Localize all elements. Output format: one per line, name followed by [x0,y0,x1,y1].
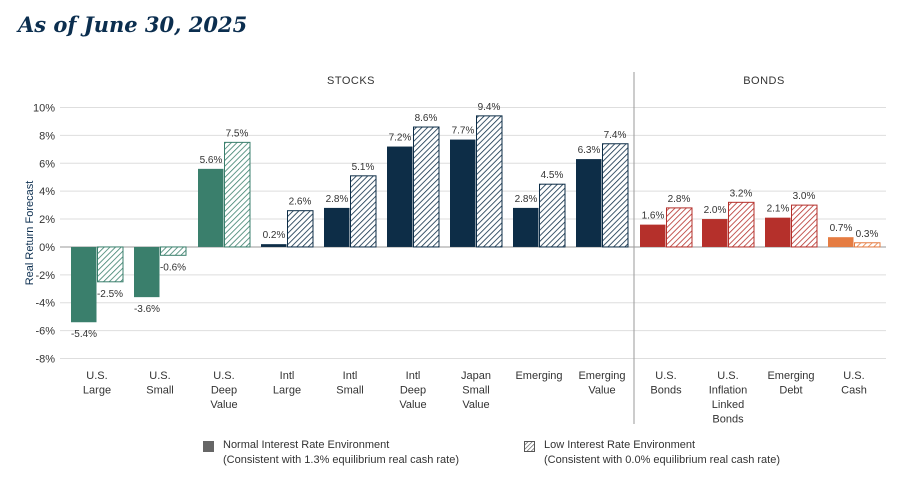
data-label-normal: 0.2% [263,230,286,241]
bar-low [350,175,377,248]
bar-normal [71,246,97,323]
data-label-low: -0.6% [160,262,186,273]
data-label-normal: 0.7% [830,223,853,234]
y-tick-label: 2% [39,214,55,226]
data-labels: -5.4% -2.5% -3.6% -0.6% 5.6% 7.5% 0.2% 2.6% 2.8%… [71,102,879,340]
bar-low [854,242,881,248]
group-label-bonds: BONDS [743,75,785,87]
bar-normal [324,207,350,247]
category-label: U.S. Inflation Linked Bonds [709,370,748,426]
y-tick-label: 8% [39,130,55,142]
legend-low-label: Low Interest Rate Environment [544,439,696,451]
bar-normal [513,207,539,247]
bar-low [413,126,440,248]
y-axis: 10% 8% 6% 4% 2% 0% -2% -4% -6% -8% Real Return For… [24,75,785,366]
category-label: Intl Small [336,370,364,397]
data-label-normal: 2.8% [326,194,349,205]
data-label-normal: 7.2% [389,133,412,144]
y-axis-title: Real Return Forecast [24,181,36,286]
data-label-normal: -3.6% [134,304,160,315]
data-label-low: 5.1% [352,162,375,173]
bar-normal [640,224,666,247]
data-label-low: 7.5% [226,128,249,139]
category-label: U.S. Bonds [650,370,682,397]
bars [71,115,881,323]
data-label-normal: 2.1% [767,204,790,215]
data-label-normal: 6.3% [578,145,601,156]
y-tick-label: 4% [39,186,55,198]
bar-normal [198,168,224,247]
bar-low [476,115,503,248]
bar-low [539,183,566,248]
category-label: Japan Small Value [461,370,491,411]
category-label: Emerging Debt [767,370,814,397]
data-label-low: 4.5% [541,170,564,181]
bar-low [666,207,693,248]
bar-normal [702,219,728,247]
category-label: U.S. Large [83,370,111,397]
bar-low [602,143,629,248]
bar-normal [261,244,287,247]
category-label: U.S. Cash [841,370,867,397]
bar-low [97,246,124,283]
y-tick-label: 10% [33,103,55,115]
legend-normal-label: Normal Interest Rate Environment [223,439,390,451]
data-label-normal: 5.6% [200,155,223,166]
group-label-stocks: STOCKS [327,75,375,87]
bar-normal [134,246,160,298]
data-label-low: 9.4% [478,102,501,113]
data-label-normal: 2.8% [515,194,538,205]
bar-normal [765,217,791,247]
y-tick-label: 0% [39,242,55,254]
bar-normal [450,139,476,247]
data-label-normal: 2.0% [704,205,727,216]
y-tick-label: 6% [39,158,55,170]
legend-low-swatch [524,441,535,452]
category-label: U.S. Small [146,370,174,397]
data-label-normal: 1.6% [642,211,665,222]
category-label: Intl Deep Value [399,370,426,411]
legend-low-sublabel: (Consistent with 0.0% equilibrium real c… [544,454,780,466]
data-label-low: -2.5% [97,289,123,300]
as-of-date-title: As of June 30, 2025 [18,12,248,37]
data-label-low: 2.6% [289,197,312,208]
data-label-normal: 7.7% [452,126,475,137]
bar-low [224,141,251,248]
data-label-low: 3.0% [793,191,816,202]
bar-normal [387,146,413,247]
category-label: Emerging [515,370,562,382]
y-tick-label: -4% [35,298,55,310]
bar-low [287,210,314,248]
bar-low [160,246,187,256]
data-label-low: 3.2% [730,188,753,199]
category-labels: U.S. Large U.S. Small U.S. Deep Value Intl Large… [83,370,867,426]
y-tick-label: -6% [35,326,55,338]
data-label-normal: -5.4% [71,329,97,340]
data-label-low: 7.4% [604,130,627,141]
bar-low [791,204,818,248]
category-label: Emerging Value [578,370,625,397]
category-label: U.S. Deep Value [210,370,237,411]
y-tick-label: -8% [35,354,55,366]
data-label-low: 2.8% [668,194,691,205]
legend-normal-sublabel: (Consistent with 1.3% equilibrium real c… [223,454,459,466]
legend-normal-swatch [203,441,214,452]
bar-low [728,201,755,248]
data-label-low: 8.6% [415,113,438,124]
real-return-bar-chart: 10% 8% 6% 4% 2% 0% -2% -4% -6% -8% Real Return For… [24,72,886,426]
y-tick-label: -2% [35,270,55,282]
bar-normal [576,159,602,247]
data-label-low: 0.3% [856,229,879,240]
category-label: Intl Large [273,370,301,397]
bar-normal [828,237,854,247]
